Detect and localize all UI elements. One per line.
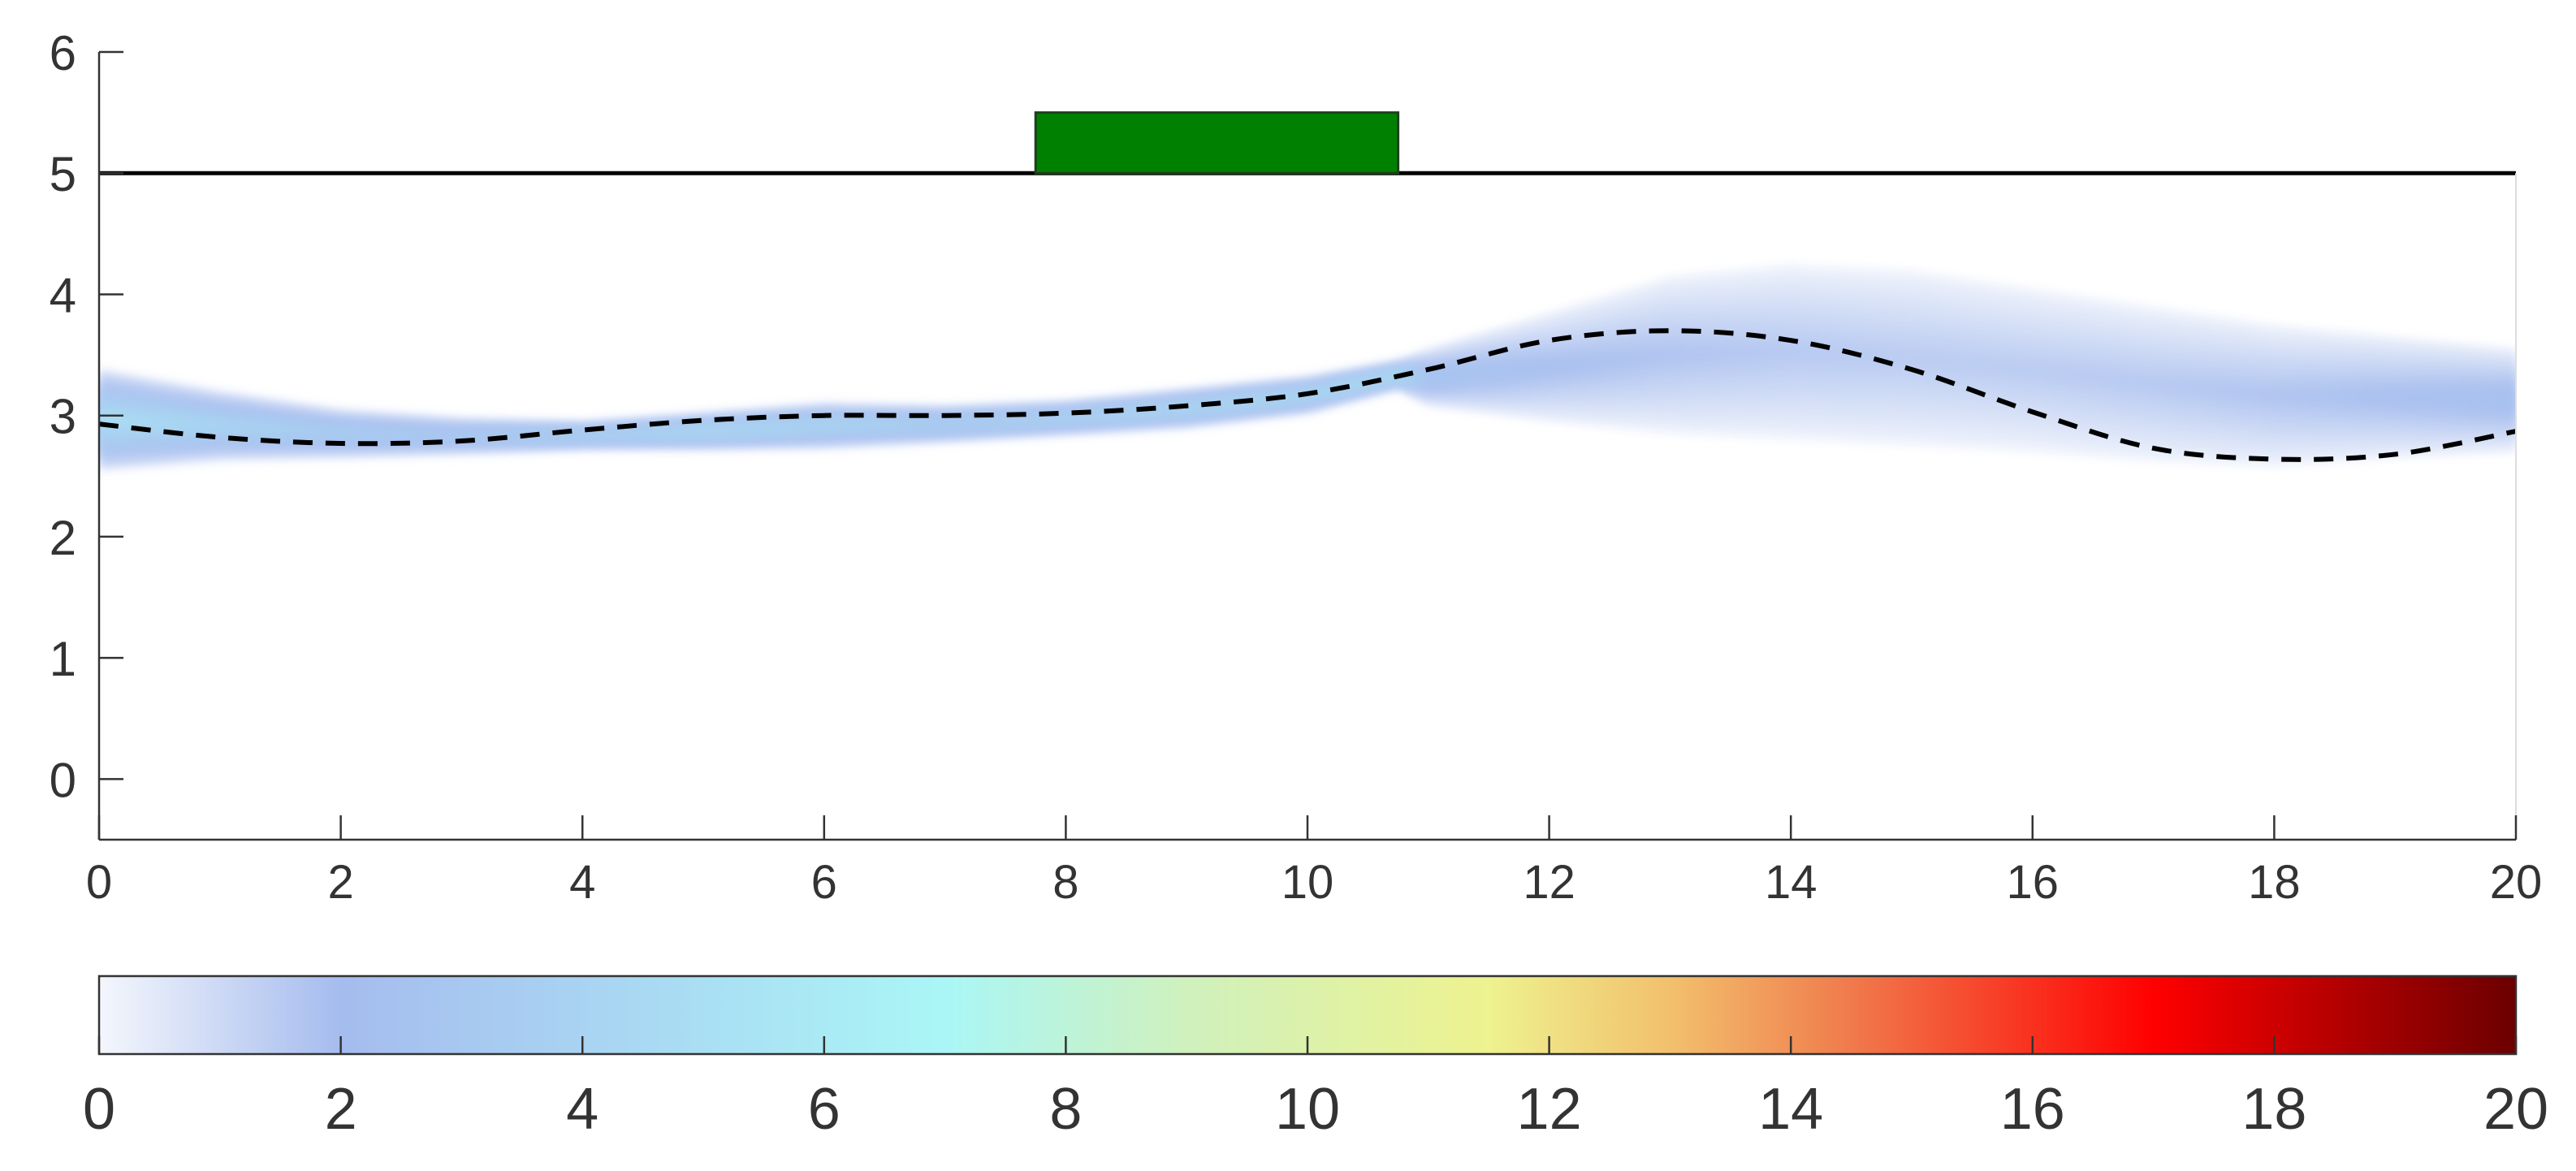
x-tick-label: 16 [2007, 856, 2060, 909]
colorbar: 0 2 4 6 8 10 12 14 16 18 20 [83, 974, 2548, 1142]
colorbar-tick-label: 0 [83, 1077, 115, 1142]
x-tick-label: 6 [811, 856, 837, 909]
mean-path-line [98, 328, 2517, 462]
y-tick-label: 5 [50, 147, 76, 201]
colorbar-tick-label: 14 [1758, 1077, 1823, 1142]
x-tick-label: 14 [1765, 856, 1817, 909]
x-tick-label: 8 [1052, 856, 1078, 909]
y-tick-label: 6 [50, 26, 76, 80]
y-tick-label: 1 [50, 632, 76, 686]
y-tick-label: 0 [50, 753, 76, 807]
colorbar-ticks: 0 2 4 6 8 10 12 14 16 18 20 [83, 1036, 2548, 1142]
y-tick-label: 2 [50, 511, 76, 565]
y-tick-label: 4 [50, 268, 76, 322]
colorbar-tick-label: 18 [2241, 1077, 2306, 1142]
colorbar-tick-label: 4 [566, 1077, 599, 1142]
colorbar-tick-label: 20 [2483, 1077, 2548, 1142]
x-tick-label: 2 [327, 856, 353, 909]
x-tick-label: 10 [1282, 856, 1334, 909]
density-band [99, 264, 2516, 470]
obstacle-block [1034, 111, 1400, 175]
colorbar-tick-label: 6 [808, 1077, 841, 1142]
x-tick-label: 12 [1523, 856, 1575, 909]
colorbar-tick-label: 10 [1275, 1077, 1340, 1142]
mean-path-layer [98, 328, 2517, 462]
colorbar-tick-label: 12 [1517, 1077, 1582, 1142]
colorbar-tick-label: 8 [1049, 1077, 1082, 1142]
x-tick-label: 0 [86, 856, 112, 909]
wall-layer [99, 111, 2516, 175]
x-tick-label: 18 [2248, 856, 2301, 909]
colorbar-tick-label: 16 [2000, 1077, 2065, 1142]
colorbar-tick-label: 2 [325, 1077, 357, 1142]
x-tick-label: 20 [2490, 856, 2543, 909]
x-tick-label: 4 [569, 856, 595, 909]
y-tick-label: 3 [50, 390, 76, 444]
